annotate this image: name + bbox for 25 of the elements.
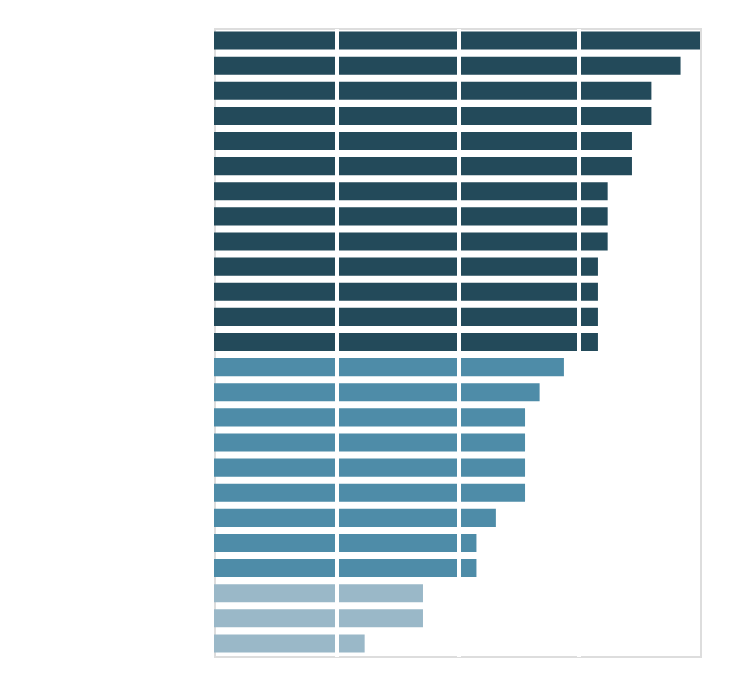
bar <box>214 207 608 226</box>
bar <box>214 307 598 326</box>
bar <box>214 332 598 352</box>
bar <box>214 559 477 578</box>
bar <box>214 31 700 50</box>
bar <box>214 634 365 653</box>
bar <box>214 182 608 201</box>
bar <box>214 56 681 75</box>
bar <box>214 408 526 427</box>
bar <box>214 383 540 402</box>
bar <box>214 584 423 603</box>
bar <box>214 282 598 301</box>
bar <box>214 458 526 477</box>
bar <box>214 609 423 628</box>
bar <box>214 533 477 552</box>
bar <box>214 433 526 452</box>
bar <box>214 232 608 251</box>
bar <box>214 81 652 100</box>
bar <box>214 106 652 125</box>
bar <box>214 157 632 176</box>
bar <box>214 483 526 502</box>
bar <box>214 508 496 527</box>
bar <box>214 257 598 276</box>
bar <box>214 358 564 377</box>
bar <box>214 132 632 151</box>
